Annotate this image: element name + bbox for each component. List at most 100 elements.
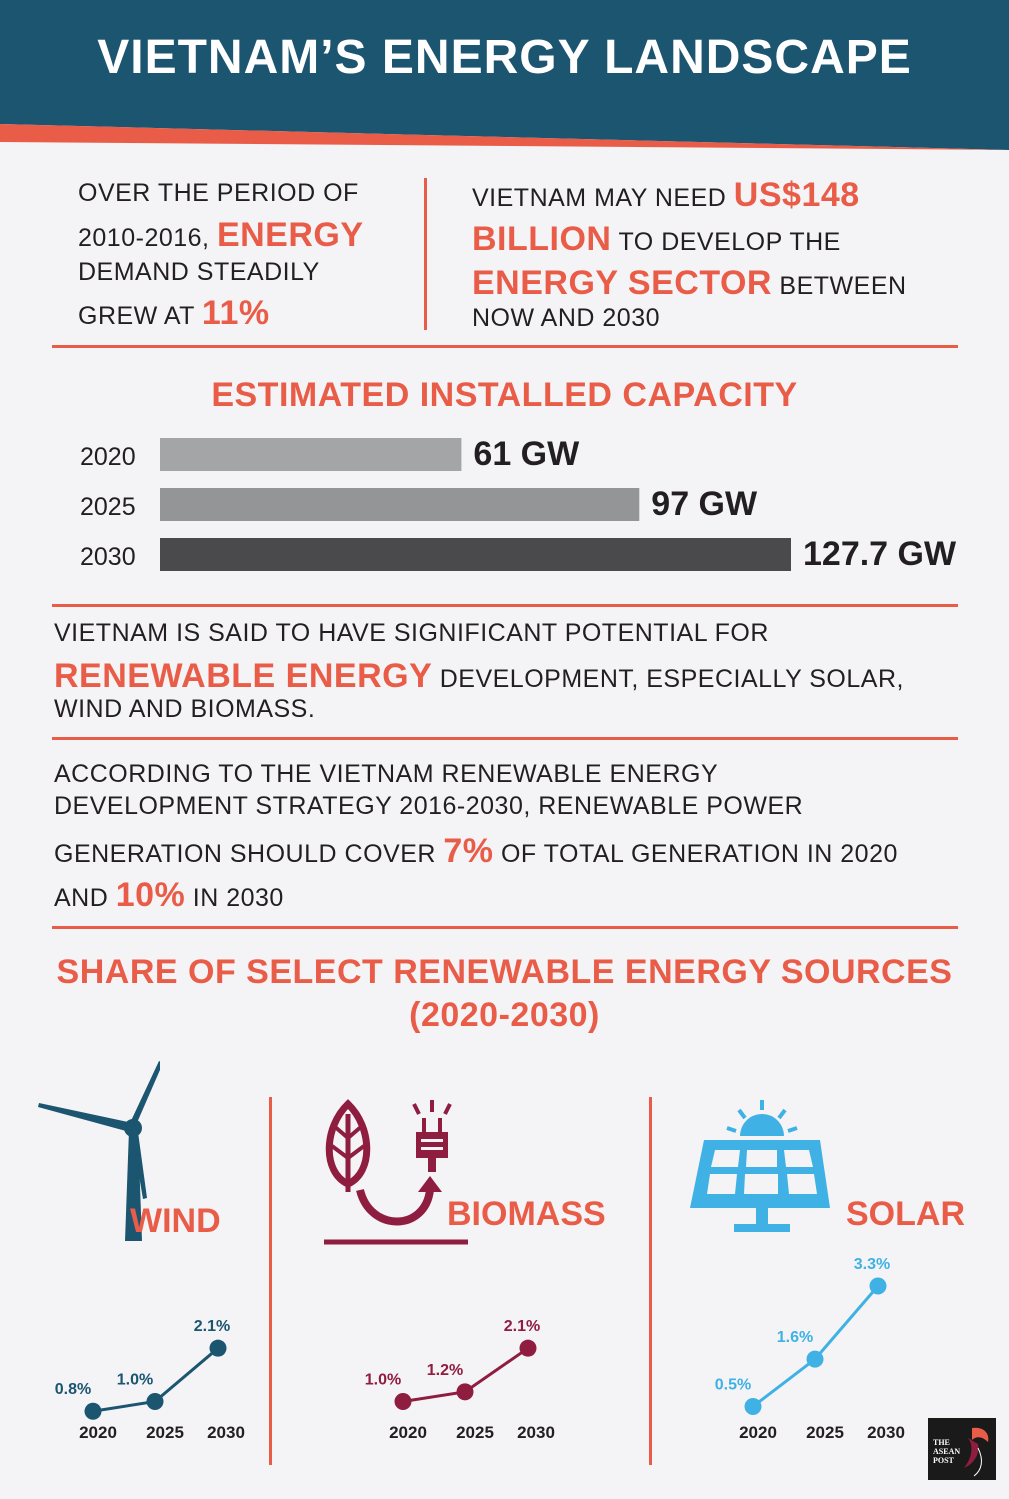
x-tick-label: 2020	[79, 1423, 117, 1442]
fact-line: DEMAND STEADILY	[78, 258, 320, 286]
biomass-leaf-plug-icon	[324, 1099, 468, 1245]
fact-investment: VIETNAM MAY NEED US$148 BILLION TO DEVEL…	[472, 175, 972, 333]
data-point	[209, 1339, 227, 1357]
text-plain: IN 2030	[185, 884, 284, 912]
biomass-line-chart: 1.0% 2020 1.2% 2025 2.1% 2030	[365, 1318, 555, 1442]
renewable-potential: VIETNAM IS SAID TO HAVE SIGNIFICANT POTE…	[54, 618, 974, 724]
data-point	[519, 1339, 537, 1357]
data-point	[84, 1402, 102, 1420]
text-line: GENERATION SHOULD COVER 7% OF TOTAL GENE…	[54, 831, 984, 875]
text-highlight: 7%	[443, 832, 494, 870]
data-label: 1.0%	[365, 1372, 401, 1389]
wind-turbine-icon	[38, 1061, 160, 1241]
solar-panel-icon	[690, 1100, 830, 1232]
fact-energy-demand: OVER THE PERIOD OF 2010-2016, ENERGY DEM…	[78, 178, 408, 334]
x-tick-label: 2030	[517, 1423, 555, 1442]
text-line: RENEWABLE ENERGY DEVELOPMENT, ESPECIALLY…	[54, 656, 974, 695]
text-highlight: 10%	[115, 876, 186, 914]
capacity-title: ESTIMATED INSTALLED CAPACITY	[211, 376, 798, 414]
fact-line: BILLION TO DEVELOP THE	[472, 219, 972, 263]
x-tick-label: 2030	[867, 1423, 905, 1442]
x-tick-label: 2030	[207, 1423, 245, 1442]
data-point	[806, 1350, 824, 1368]
fact-highlight: ENERGY SECTOR	[472, 264, 772, 302]
share-title-line: SHARE OF SELECT RENEWABLE ENERGY SOURCES	[56, 953, 953, 991]
share-title-line: (2020-2030)	[409, 995, 600, 1034]
asean-post-logo: THE ASEAN POST	[928, 1418, 996, 1480]
fact-highlight: 11%	[201, 294, 270, 332]
divider	[52, 926, 958, 929]
capacity-bar	[160, 488, 640, 521]
fact-line: NOW AND 2030	[472, 304, 661, 332]
divider	[52, 737, 958, 740]
text-line: AND 10% IN 2030	[54, 875, 984, 916]
data-point	[394, 1393, 412, 1411]
text-plain: OF TOTAL GENERATION IN 2020	[493, 840, 898, 868]
capacity-value-label: 97 GW	[651, 485, 758, 523]
divider	[52, 604, 958, 607]
series-line	[752, 1285, 880, 1408]
solar-label: SOLAR	[846, 1195, 965, 1233]
capacity-value-label: 127.7 GW	[803, 535, 957, 573]
text-line: DEVELOPMENT STRATEGY 2016-2030, RENEWABL…	[54, 792, 804, 820]
data-label: 1.2%	[427, 1362, 463, 1379]
text-plain: GENERATION SHOULD COVER	[54, 840, 444, 868]
data-point	[456, 1383, 474, 1401]
header-banner	[0, 0, 1009, 150]
divider	[52, 345, 958, 348]
bird-icon	[964, 1427, 989, 1477]
vertical-divider	[424, 178, 427, 330]
vertical-divider	[649, 1097, 652, 1465]
fact-text: TO DEVELOP THE	[611, 228, 841, 256]
biomass-label: BIOMASS	[447, 1195, 606, 1233]
text-line: VIETNAM IS SAID TO HAVE SIGNIFICANT POTE…	[54, 619, 769, 647]
fact-text: GREW AT	[78, 302, 202, 330]
capacity-bar	[160, 538, 791, 571]
data-label: 1.0%	[117, 1372, 153, 1389]
data-label: 2.1%	[504, 1318, 540, 1335]
page-title: VIETNAM’S ENERGY LANDSCAPE	[97, 31, 912, 84]
data-label: 3.3%	[854, 1256, 890, 1273]
fact-highlight: BILLION	[472, 220, 612, 258]
wind-label: WIND	[130, 1202, 221, 1240]
fact-line: VIETNAM MAY NEED US$148	[472, 175, 972, 219]
wind-line-chart: 0.8% 2020 1.0% 2025 2.1% 2030	[55, 1318, 245, 1442]
capacity-value-label: 61 GW	[473, 435, 580, 473]
fact-line: ENERGY SECTOR BETWEEN	[472, 263, 972, 303]
data-point	[146, 1393, 164, 1411]
data-point	[744, 1397, 762, 1415]
capacity-year-label: 2020	[80, 443, 136, 471]
fact-line: OVER THE PERIOD OF	[78, 179, 359, 207]
fact-text: 2010-2016,	[78, 224, 217, 252]
data-label: 2.1%	[194, 1318, 230, 1335]
capacity-year-label: 2030	[80, 543, 136, 571]
capacity-bar-chart: 2020 61 GW 2025 97 GW 2030 127.7 GW	[80, 435, 957, 573]
share-title: SHARE OF SELECT RENEWABLE ENERGY SOURCES…	[0, 951, 1009, 1036]
vertical-divider	[269, 1097, 272, 1465]
text-plain: DEVELOPMENT, ESPECIALLY SOLAR,	[432, 665, 904, 693]
fact-line: GREW AT 11%	[78, 293, 408, 334]
x-tick-label: 2020	[389, 1423, 427, 1442]
x-tick-label: 2025	[456, 1423, 494, 1442]
text-line: WIND AND BIOMASS.	[54, 695, 316, 723]
data-label: 0.5%	[715, 1376, 751, 1393]
fact-highlight: ENERGY	[216, 216, 364, 254]
logo-text: THE ASEAN POST	[933, 1438, 961, 1465]
data-point	[869, 1277, 887, 1295]
fact-text: VIETNAM MAY NEED	[472, 184, 734, 212]
capacity-year-label: 2025	[80, 493, 136, 521]
fact-text: BETWEEN	[771, 272, 907, 300]
data-label: 0.8%	[55, 1381, 91, 1398]
x-tick-label: 2020	[739, 1423, 777, 1442]
text-highlight: RENEWABLE ENERGY	[54, 657, 433, 695]
data-label: 1.6%	[777, 1329, 813, 1346]
text-plain: AND	[54, 884, 116, 912]
text-line: ACCORDING TO THE VIETNAM RENEWABLE ENERG…	[54, 760, 719, 788]
fact-highlight: US$148	[733, 176, 860, 214]
solar-line-chart: 0.5% 2020 1.6% 2025 3.3% 2030	[715, 1256, 905, 1442]
strategy-text: ACCORDING TO THE VIETNAM RENEWABLE ENERG…	[54, 759, 984, 916]
capacity-bar	[160, 438, 462, 471]
x-tick-label: 2025	[806, 1423, 844, 1442]
fact-line: 2010-2016, ENERGY	[78, 215, 408, 257]
x-tick-label: 2025	[146, 1423, 184, 1442]
